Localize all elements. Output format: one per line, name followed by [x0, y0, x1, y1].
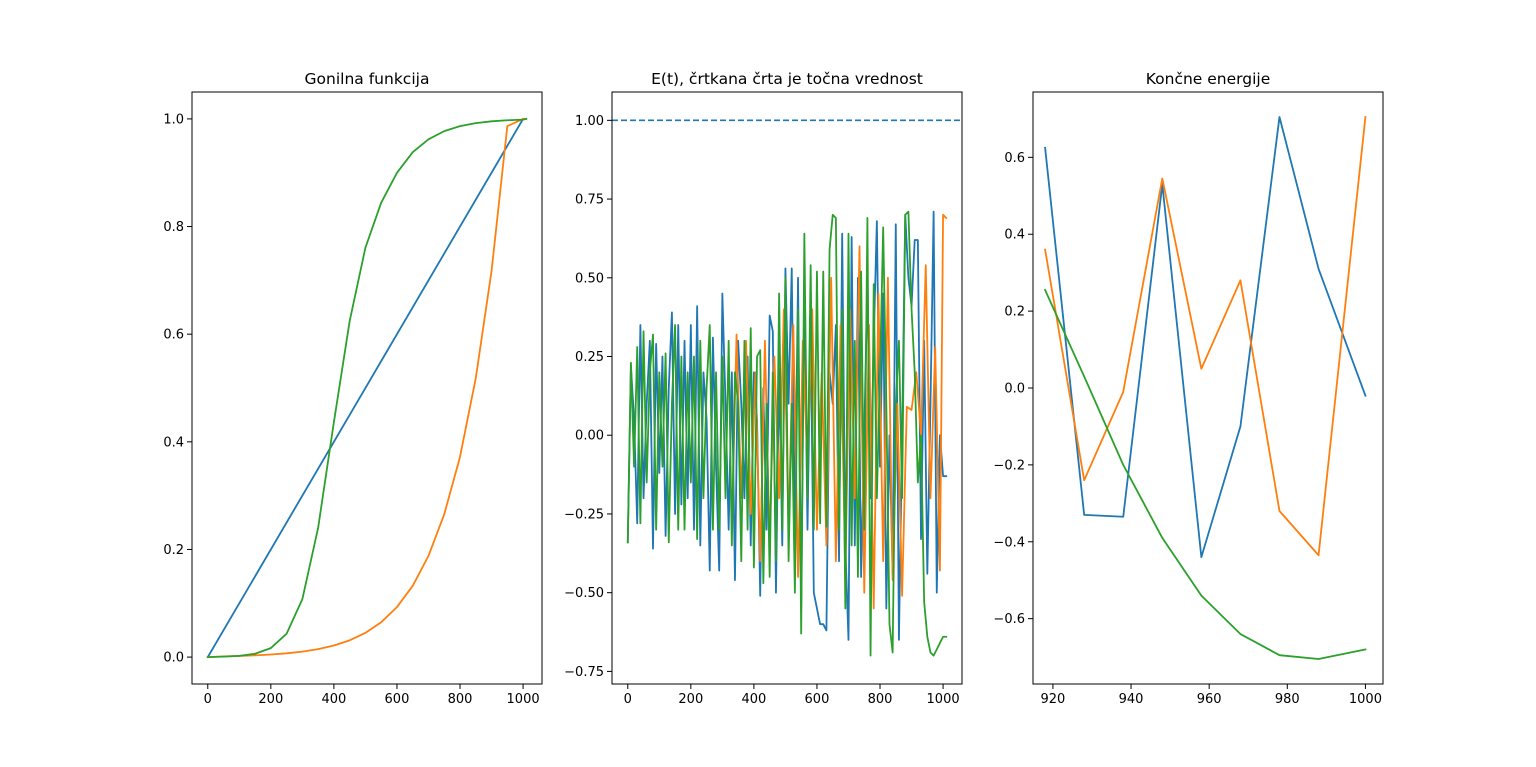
y-tick-label: 0.2	[1004, 305, 1025, 320]
y-tick-label: 0.00	[575, 429, 604, 444]
axes-frame	[611, 91, 963, 685]
x-tick-label: 200	[258, 692, 283, 707]
series-line-0	[206, 117, 525, 659]
y-tick-label: 0.0	[1004, 382, 1025, 397]
y-tick-label: 0.50	[575, 271, 604, 286]
series-line-1	[206, 118, 528, 659]
x-tick-label: 800	[868, 692, 893, 707]
series-line-0	[1044, 116, 1367, 559]
panel-title: E(t), črtkana črta je točna vrednost	[651, 70, 923, 88]
x-tick-label: 920	[1041, 692, 1066, 707]
y-tick-label: 0.4	[163, 435, 184, 450]
y-tick-label: −0.6	[993, 612, 1025, 627]
x-tick-label: 0	[204, 692, 212, 707]
y-tick-label: 0.25	[575, 350, 604, 365]
y-tick-label: −0.50	[564, 586, 604, 601]
y-tick-label: 0.6	[1004, 151, 1025, 166]
x-tick-label: 1000	[1349, 692, 1382, 707]
panel-final-energies: Končne energije 920 940 960 980 1000 −0.6 −0.4…	[993, 70, 1384, 707]
panel-title: Gonilna funkcija	[305, 70, 430, 88]
y-tick-label: 1.00	[575, 114, 604, 129]
y-tick-label: 0.75	[575, 193, 604, 208]
x-tick-label: 980	[1275, 692, 1300, 707]
y-tick-label: 0.8	[163, 220, 184, 235]
y-tick-label: −0.75	[564, 665, 604, 680]
x-tick-label: 960	[1197, 692, 1222, 707]
y-tick-label: 0.2	[163, 543, 184, 558]
x-tick-label: 0	[624, 692, 632, 707]
y-tick-label: 1.0	[163, 112, 184, 127]
series-line-1	[1044, 115, 1367, 557]
series-line-0	[626, 210, 948, 641]
axes-frame	[1032, 91, 1384, 685]
y-tick-label: 0.0	[163, 651, 184, 666]
y-tick-label: 0.4	[1004, 228, 1025, 243]
series-line-2	[626, 210, 948, 657]
panel-title: Končne energije	[1146, 70, 1271, 88]
y-tick-label: −0.25	[564, 507, 604, 522]
x-tick-label: 940	[1119, 692, 1144, 707]
y-tick-label: −0.4	[993, 535, 1025, 550]
x-tick-label: 800	[448, 692, 473, 707]
x-tick-label: 1000	[927, 692, 960, 707]
panel-driving-function: Gonilna funkcija 0 200 400 600 800 1000 0.0 0.2…	[163, 70, 543, 707]
x-tick-label: 400	[321, 692, 346, 707]
panel-energy-over-time: E(t), črtkana črta je točna vrednost 0 20…	[564, 70, 963, 707]
axes-frame	[191, 91, 543, 685]
y-tick-label: −0.2	[993, 458, 1025, 473]
x-tick-label: 400	[741, 692, 766, 707]
y-tick-label: 0.6	[163, 328, 184, 343]
x-tick-label: 1000	[507, 692, 540, 707]
x-tick-label: 600	[805, 692, 830, 707]
series-line-2	[1043, 288, 1367, 660]
x-tick-label: 200	[678, 692, 703, 707]
series-line-2	[206, 117, 528, 659]
x-tick-label: 600	[385, 692, 410, 707]
